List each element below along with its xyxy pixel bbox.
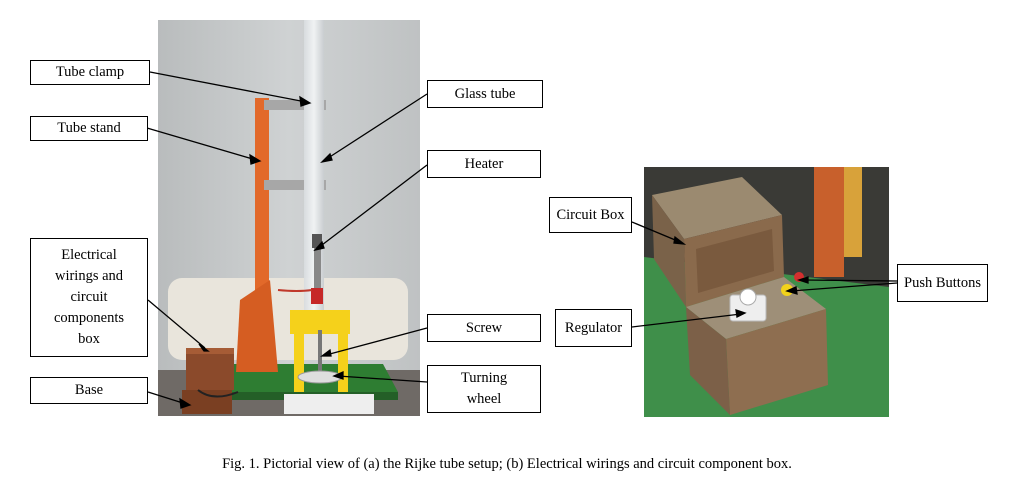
arrowhead-tube-clamp [299, 95, 312, 107]
arrowhead-push-button-red [796, 276, 809, 284]
arrowhead-circuit-box [673, 235, 687, 245]
leader-screw [325, 327, 428, 356]
leader-push-button-red [802, 279, 898, 282]
arrowhead-electrical-box [198, 343, 210, 352]
label-tube-stand: Tube stand [30, 116, 148, 141]
label-tube-clamp: Tube clamp [30, 60, 150, 85]
label-push-buttons: Push Buttons [897, 264, 988, 302]
label-base: Base [30, 377, 148, 404]
leader-tube-stand [146, 127, 257, 161]
arrowhead-tube-stand [249, 153, 262, 165]
label-electrical-box: Electrical wirings and circuit component… [30, 238, 148, 357]
arrowhead-heater [313, 240, 325, 252]
label-regulator: Regulator [555, 309, 632, 347]
arrowhead-push-button-yellow [785, 286, 798, 295]
leader-turning-wheel [337, 375, 428, 383]
arrowhead-regulator [735, 309, 747, 318]
label-turning-wheel: Turning wheel [427, 365, 541, 413]
circuit-box-image [644, 167, 889, 417]
label-heater: Heater [427, 150, 541, 178]
leader-glass-tube [324, 93, 428, 161]
rijke-tube-setup-photo [158, 20, 420, 416]
arrowhead-base [179, 397, 192, 409]
rijke-tube-setup-image [158, 20, 420, 416]
leader-circuit-box [631, 221, 681, 243]
circuit-box-photo [644, 167, 889, 417]
leader-heater [317, 164, 428, 249]
leader-push-button-yellow [790, 282, 898, 292]
leader-tube-clamp [149, 71, 307, 103]
arrowhead-turning-wheel [332, 370, 344, 380]
leader-regulator [631, 313, 742, 328]
figure-caption: Fig. 1. Pictorial view of (a) the Rijke … [222, 456, 792, 472]
leader-base [147, 391, 187, 405]
leader-electrical-box [147, 299, 206, 349]
label-circuit-box: Circuit Box [549, 197, 632, 233]
label-screw: Screw [427, 314, 541, 342]
label-glass-tube: Glass tube [427, 80, 543, 108]
arrowhead-screw [320, 348, 332, 357]
arrowhead-glass-tube [320, 152, 333, 164]
